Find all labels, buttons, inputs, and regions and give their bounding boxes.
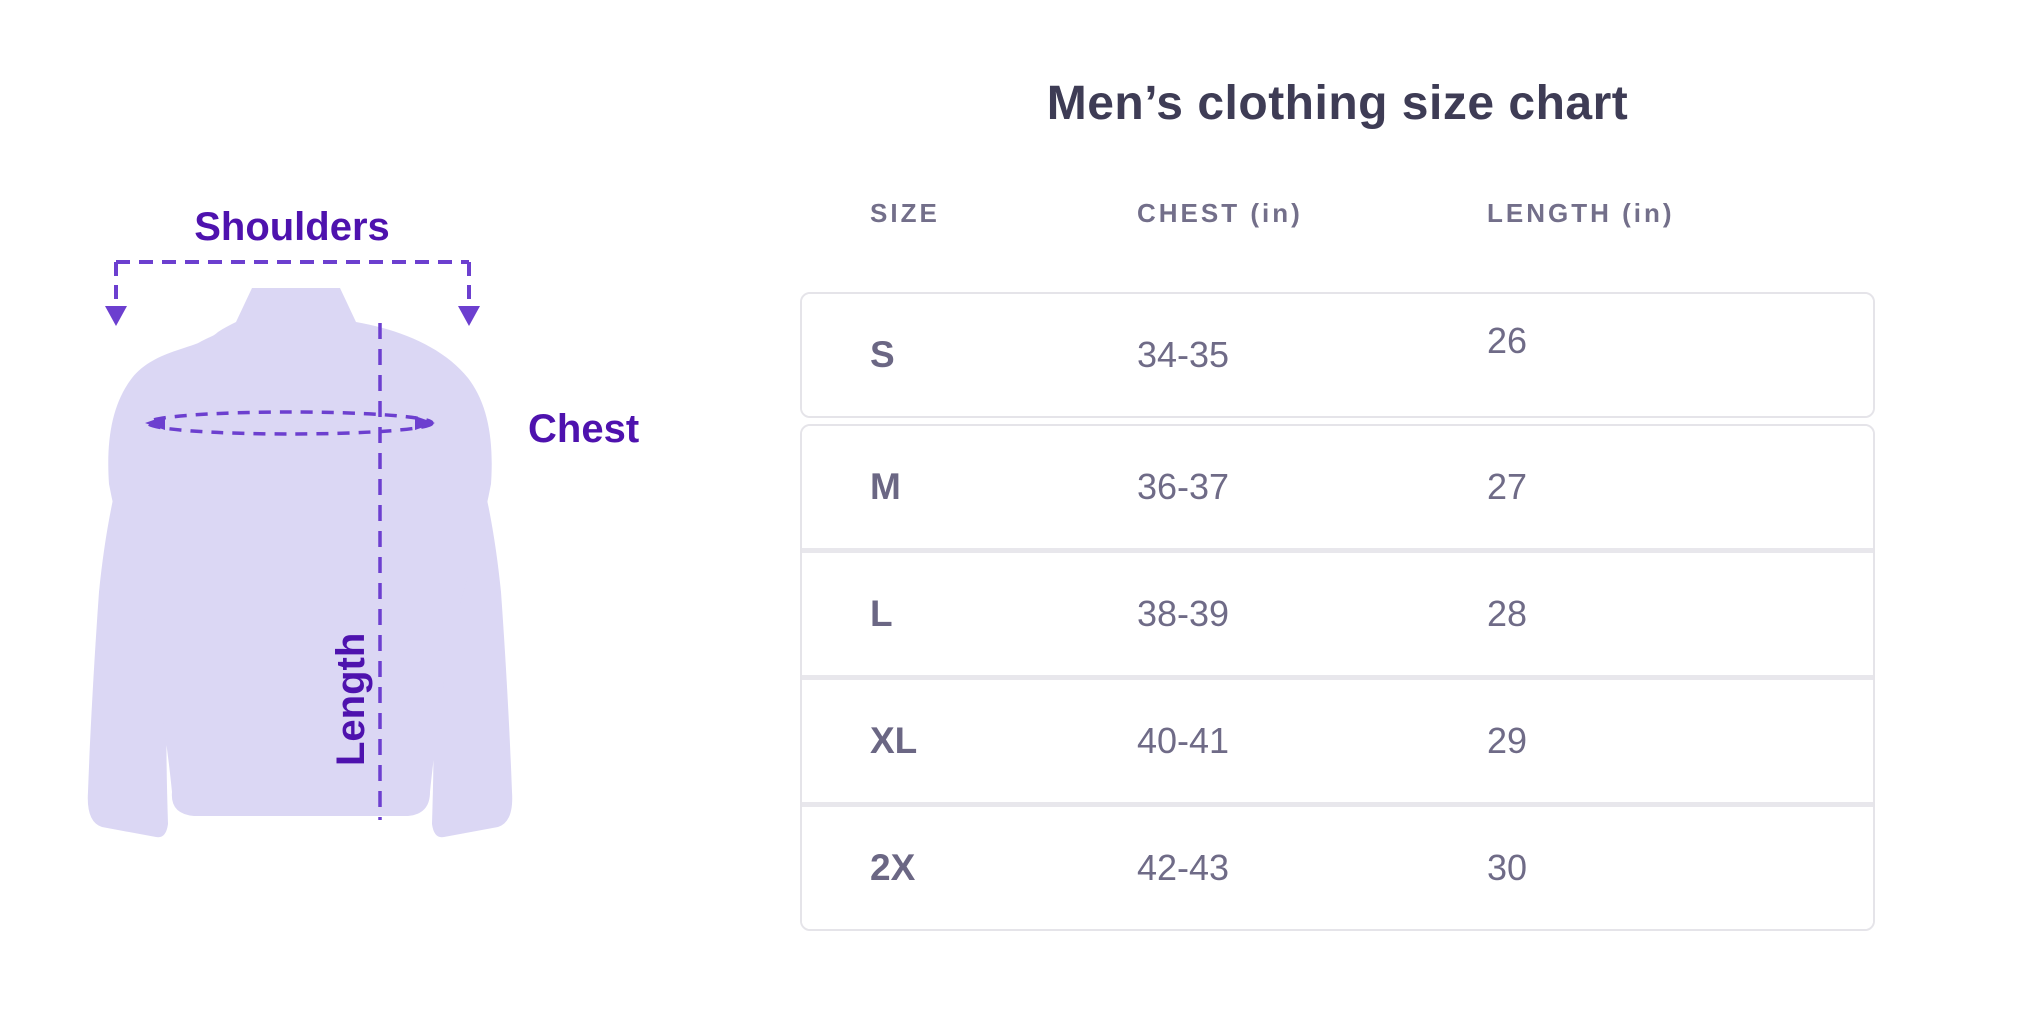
shoulders-arrow-left-icon xyxy=(105,306,127,326)
chest-cell: 40-41 xyxy=(1137,720,1230,761)
chest-cell: 36-37 xyxy=(1137,466,1230,507)
chest-cell: 38-39 xyxy=(1137,593,1230,634)
table-box-rest: M 36-37 27 L 38-39 28 XL 40-41 29 2X 42-… xyxy=(800,424,1875,931)
row-divider xyxy=(802,548,1873,553)
length-cell: 28 xyxy=(1487,593,1528,634)
table-row: L 38-39 28 xyxy=(802,553,1873,675)
size-cell: L xyxy=(870,593,893,634)
size-cell: S xyxy=(870,334,895,375)
row-divider xyxy=(802,675,1873,680)
size-chart-panel: Men’s clothing size chart SIZE CHEST (in… xyxy=(800,0,1875,1020)
table-header-row: SIZE CHEST (in) LENGTH (in) xyxy=(802,198,1875,229)
length-cell: 29 xyxy=(1487,720,1528,761)
table-row: S 34-35 26 xyxy=(802,294,1873,416)
row-divider xyxy=(802,802,1873,807)
size-cell: M xyxy=(870,466,901,507)
column-header-length: LENGTH (in) xyxy=(1487,198,1675,228)
shirt-diagram-svg: Shoulders Chest Length xyxy=(87,205,639,838)
shoulders-label: Shoulders xyxy=(194,205,390,249)
size-cell: XL xyxy=(870,720,918,761)
chest-cell: 34-35 xyxy=(1137,334,1230,375)
chest-label: Chest xyxy=(528,407,639,451)
shoulders-arrow-right-icon xyxy=(458,306,480,326)
shirt-measurement-diagram: Shoulders Chest Length xyxy=(72,192,652,872)
page-title: Men’s clothing size chart xyxy=(1046,77,1629,130)
length-cell: 30 xyxy=(1487,847,1528,888)
length-cell: 26 xyxy=(1487,320,1528,361)
shirt-torso xyxy=(108,288,492,816)
chest-arrow-left-icon xyxy=(145,416,165,430)
chest-cell: 42-43 xyxy=(1137,847,1230,888)
column-header-size: SIZE xyxy=(870,198,940,228)
shoulders-measure-bracket xyxy=(114,260,471,308)
table-row: XL 40-41 29 xyxy=(802,680,1873,802)
length-cell: 27 xyxy=(1487,466,1528,507)
column-header-chest: CHEST (in) xyxy=(1137,198,1303,228)
table-box-first: S 34-35 26 xyxy=(800,292,1875,418)
size-cell: 2X xyxy=(870,847,916,888)
chest-arrow-right-icon xyxy=(415,416,435,430)
table-row: M 36-37 27 xyxy=(802,426,1873,548)
table-row: 2X 42-43 30 xyxy=(802,807,1873,929)
length-label: Length xyxy=(329,633,373,766)
